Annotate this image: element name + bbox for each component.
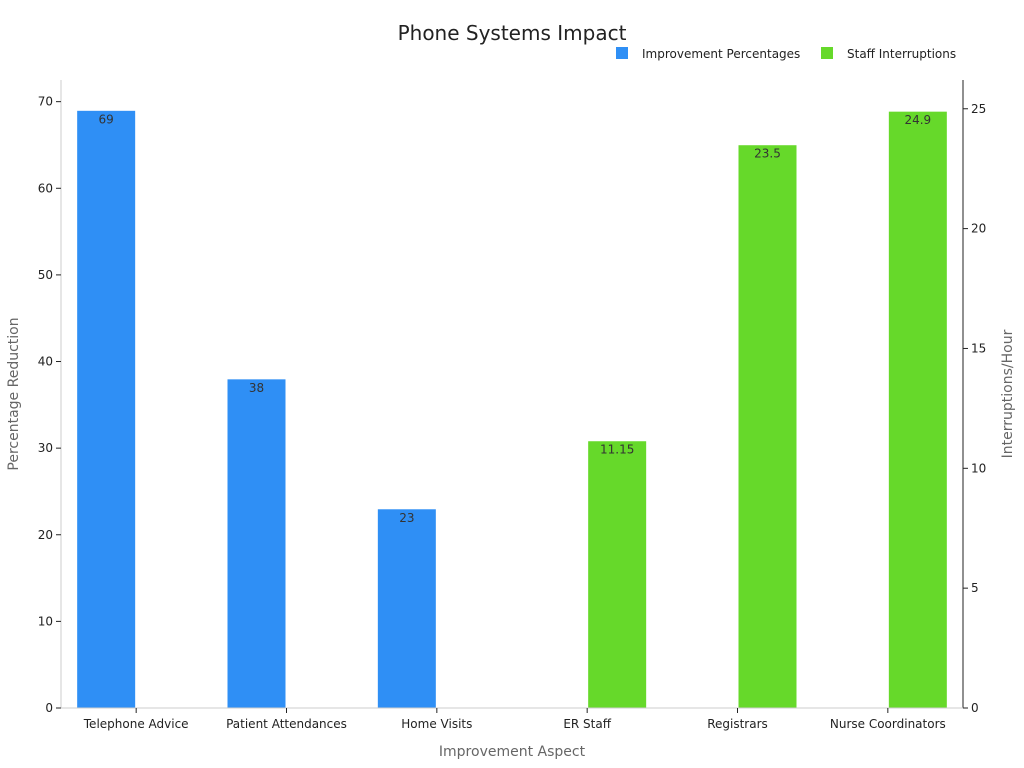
x-tick-label: Patient Attendances: [226, 717, 347, 731]
x-tick-label: Telephone Advice: [83, 717, 189, 731]
bar-labels-group: 69 38 23 11.15 23.5 24.9: [99, 112, 932, 524]
legend-swatch-interruptions: [821, 47, 833, 59]
x-axis-title: Improvement Aspect: [439, 744, 586, 760]
bars-group: [76, 109, 948, 709]
bar-0-1: [226, 378, 287, 709]
x-tick-label: Registrars: [707, 717, 768, 731]
bar-label-0-0: 69: [99, 112, 114, 126]
left-axis-ticks: 0 10 20 30 40 50 60 70: [38, 95, 61, 715]
bar-label-1-3: 11.15: [600, 443, 634, 457]
legend-label-interruptions: Staff Interruptions: [847, 47, 956, 61]
bar-label-0-1: 38: [249, 381, 264, 395]
right-axis-ticks: 0 5 10 15 20 25: [963, 102, 986, 715]
bar-0-0: [76, 109, 137, 709]
y-tick-label: 30: [38, 441, 53, 455]
y-tick-label: 40: [38, 355, 53, 369]
x-tick-label: ER Staff: [563, 717, 611, 731]
bar-1-5: [887, 110, 948, 709]
bar-label-1-4: 23.5: [754, 147, 781, 161]
bar-1-3: [587, 440, 648, 709]
bar-label-0-2: 23: [399, 511, 414, 525]
y-axis-title: Percentage Reduction: [6, 317, 22, 470]
x-tick-label: Nurse Coordinators: [830, 717, 946, 731]
y2-tick-label: 0: [971, 701, 979, 715]
chart-title: Phone Systems Impact: [398, 21, 627, 45]
y-tick-label: 20: [38, 528, 53, 542]
legend-swatch-improvement: [616, 47, 628, 59]
y-tick-label: 50: [38, 268, 53, 282]
y2-tick-label: 25: [971, 102, 986, 116]
y2-tick-label: 15: [971, 341, 986, 355]
y2-tick-label: 10: [971, 461, 986, 475]
y-tick-label: 70: [38, 95, 53, 109]
y-tick-label: 0: [45, 701, 53, 715]
x-tick-label: Home Visits: [401, 717, 472, 731]
y2-axis-title: Interruptions/Hour: [1000, 329, 1016, 458]
bar-1-4: [737, 144, 798, 709]
x-axis-ticks: Telephone Advice Patient Attendances Home …: [83, 708, 946, 731]
y2-tick-label: 5: [971, 581, 979, 595]
bar-label-1-5: 24.9: [904, 113, 931, 127]
legend: Improvement Percentages Staff Interrupti…: [616, 47, 956, 61]
y2-tick-label: 20: [971, 222, 986, 236]
legend-label-improvement: Improvement Percentages: [642, 47, 800, 61]
bar-0-2: [376, 508, 437, 709]
y-tick-label: 10: [38, 614, 53, 628]
axes: [60, 80, 964, 709]
y-tick-label: 60: [38, 181, 53, 195]
